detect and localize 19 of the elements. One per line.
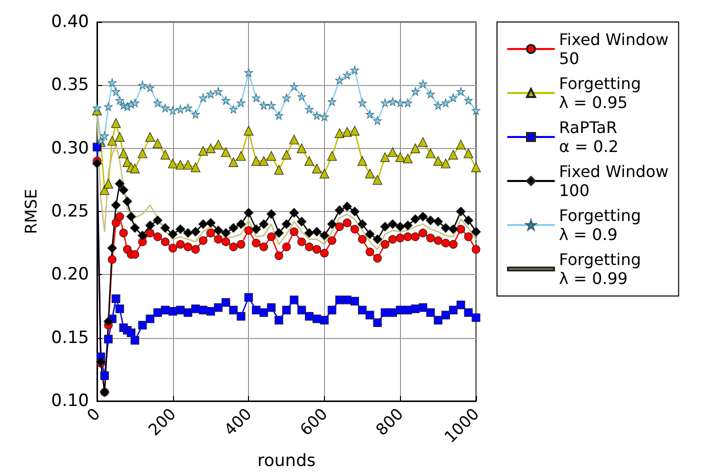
y-tick-label: 0.10 xyxy=(51,391,89,411)
legend-label: RaPTaR α = 0.2 xyxy=(559,118,619,156)
y-tick-label: 0.30 xyxy=(51,138,89,158)
legend-label: Forgetting λ = 0.9 xyxy=(559,206,642,244)
y-tick-label: 0.15 xyxy=(51,328,89,348)
legend-label: Forgetting λ = 0.95 xyxy=(559,74,642,112)
y-axis-title: RMSE xyxy=(22,188,40,234)
y-tick-label: 0.20 xyxy=(51,264,89,285)
x-tick-label: 400 xyxy=(220,404,256,440)
y-tick-label: 0.35 xyxy=(51,75,89,96)
y-tick-label: 0.40 xyxy=(51,12,89,32)
y-tick-label: 0.25 xyxy=(51,202,89,222)
legend-label: Fixed Window 100 xyxy=(559,162,669,200)
legend-label: Fixed Window 50 xyxy=(559,30,669,68)
legend-label: Forgetting λ = 0.99 xyxy=(559,250,642,288)
x-tick-label: 800 xyxy=(372,404,407,440)
x-tick-label: 600 xyxy=(296,404,332,440)
x-axis-title: rounds xyxy=(257,450,316,471)
x-tick-label: 200 xyxy=(144,404,180,440)
